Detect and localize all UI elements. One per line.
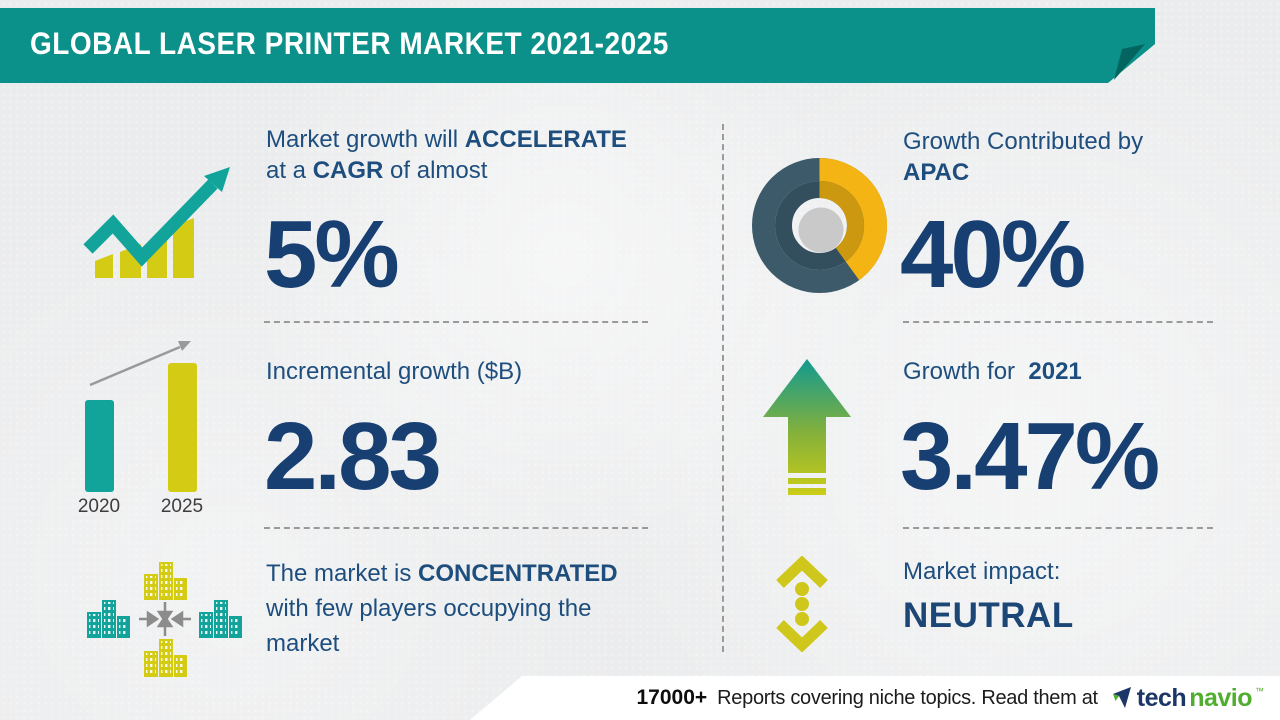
footer-bar: 17000+ Reports covering niche topics. Re… bbox=[470, 676, 1280, 720]
cagr-text-line2a: at a bbox=[266, 157, 313, 184]
apac-text: Growth Contributed by APAC bbox=[903, 126, 1243, 188]
header-ribbon bbox=[0, 8, 1155, 83]
bar-label-2025: 2025 bbox=[161, 496, 203, 516]
logo-trademark: ™ bbox=[1255, 686, 1264, 696]
technavio-logo[interactable]: tech navio ™ bbox=[1112, 684, 1264, 712]
logo-navio: navio bbox=[1189, 684, 1252, 712]
ribbon-fold bbox=[1114, 44, 1145, 80]
concentration-text-bold: CONCENTRATED bbox=[418, 560, 618, 587]
technavio-arrow-icon bbox=[1112, 687, 1131, 708]
reports-count: 17000+ bbox=[636, 686, 708, 709]
market-impact-label: Market impact: bbox=[903, 558, 1061, 585]
divider bbox=[264, 527, 648, 529]
divider bbox=[903, 527, 1213, 529]
column-divider bbox=[722, 124, 724, 652]
growth-2021-year: 2021 bbox=[1028, 358, 1082, 385]
bar-label-2020: 2020 bbox=[78, 496, 120, 516]
divider bbox=[903, 321, 1213, 323]
cagr-text-line1: Market growth will bbox=[266, 126, 465, 153]
donut-chart-icon bbox=[752, 158, 887, 293]
market-impact-value: NEUTRAL bbox=[903, 596, 1074, 635]
incremental-growth-label: Incremental growth ($B) bbox=[266, 358, 523, 385]
cagr-value: 5% bbox=[264, 201, 400, 308]
up-arrow-gradient-icon bbox=[763, 359, 851, 495]
logo-tech: tech bbox=[1136, 684, 1187, 712]
bar-growth-2020-2025-icon: 2020 2025 bbox=[78, 341, 203, 516]
cagr-text-line2b: of almost bbox=[383, 157, 488, 184]
incremental-growth-value: 2.83 bbox=[264, 403, 442, 510]
concentration-text-pre: The market is bbox=[266, 560, 419, 587]
apac-value: 40% bbox=[900, 201, 1086, 308]
concentrated-buildings-icon bbox=[87, 562, 242, 677]
growth-2021-label: Growth for 2021 bbox=[903, 356, 1082, 387]
neutral-diamond-dots-icon bbox=[776, 556, 828, 652]
cagr-text-cagr: CAGR bbox=[312, 157, 384, 184]
cagr-text-accelerate: ACCELERATE bbox=[464, 126, 627, 153]
growth-trend-arrow-icon bbox=[83, 167, 230, 278]
footer-note: Reports covering niche topics. Read them… bbox=[717, 686, 1098, 709]
cagr-text: Market growth will ACCELERATE at a CAGR … bbox=[266, 124, 666, 186]
concentration-text: The market is CONCENTRATED with few play… bbox=[266, 556, 666, 661]
concentration-text-post: with few players occupying the market bbox=[266, 595, 592, 657]
apac-text-line1: Growth Contributed by bbox=[903, 128, 1144, 155]
apac-text-bold: APAC bbox=[903, 159, 970, 186]
growth-2021-value: 3.47% bbox=[900, 403, 1160, 510]
divider bbox=[264, 321, 648, 323]
growth-2021-label-pre: Growth for bbox=[903, 358, 1022, 385]
page-title: GLOBAL LASER PRINTER MARKET 2021-2025 bbox=[30, 26, 669, 61]
